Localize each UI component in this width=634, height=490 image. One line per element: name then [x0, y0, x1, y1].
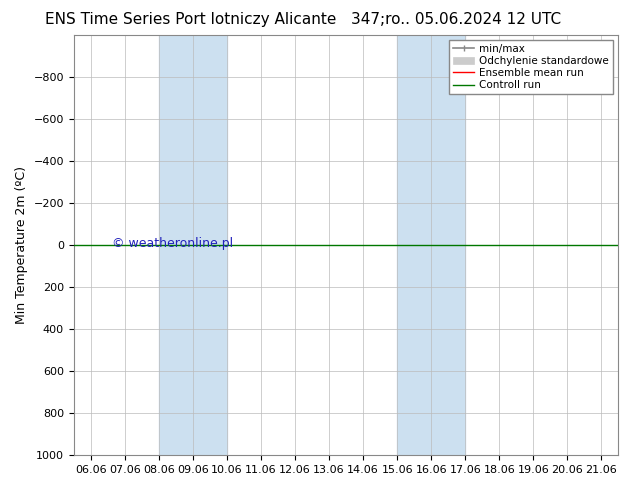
Text: ENS Time Series Port lotniczy Alicante: ENS Time Series Port lotniczy Alicante [44, 12, 336, 27]
Text: 347;ro.. 05.06.2024 12 UTC: 347;ro.. 05.06.2024 12 UTC [351, 12, 562, 27]
Y-axis label: Min Temperature 2m (ºC): Min Temperature 2m (ºC) [15, 166, 28, 324]
Bar [397, 35, 465, 455]
Bar [159, 35, 227, 455]
Legend: min/max, Odchylenie standardowe, Ensemble mean run, Controll run: min/max, Odchylenie standardowe, Ensembl… [449, 40, 613, 95]
Text: © weatheronline.pl: © weatheronline.pl [112, 237, 233, 250]
